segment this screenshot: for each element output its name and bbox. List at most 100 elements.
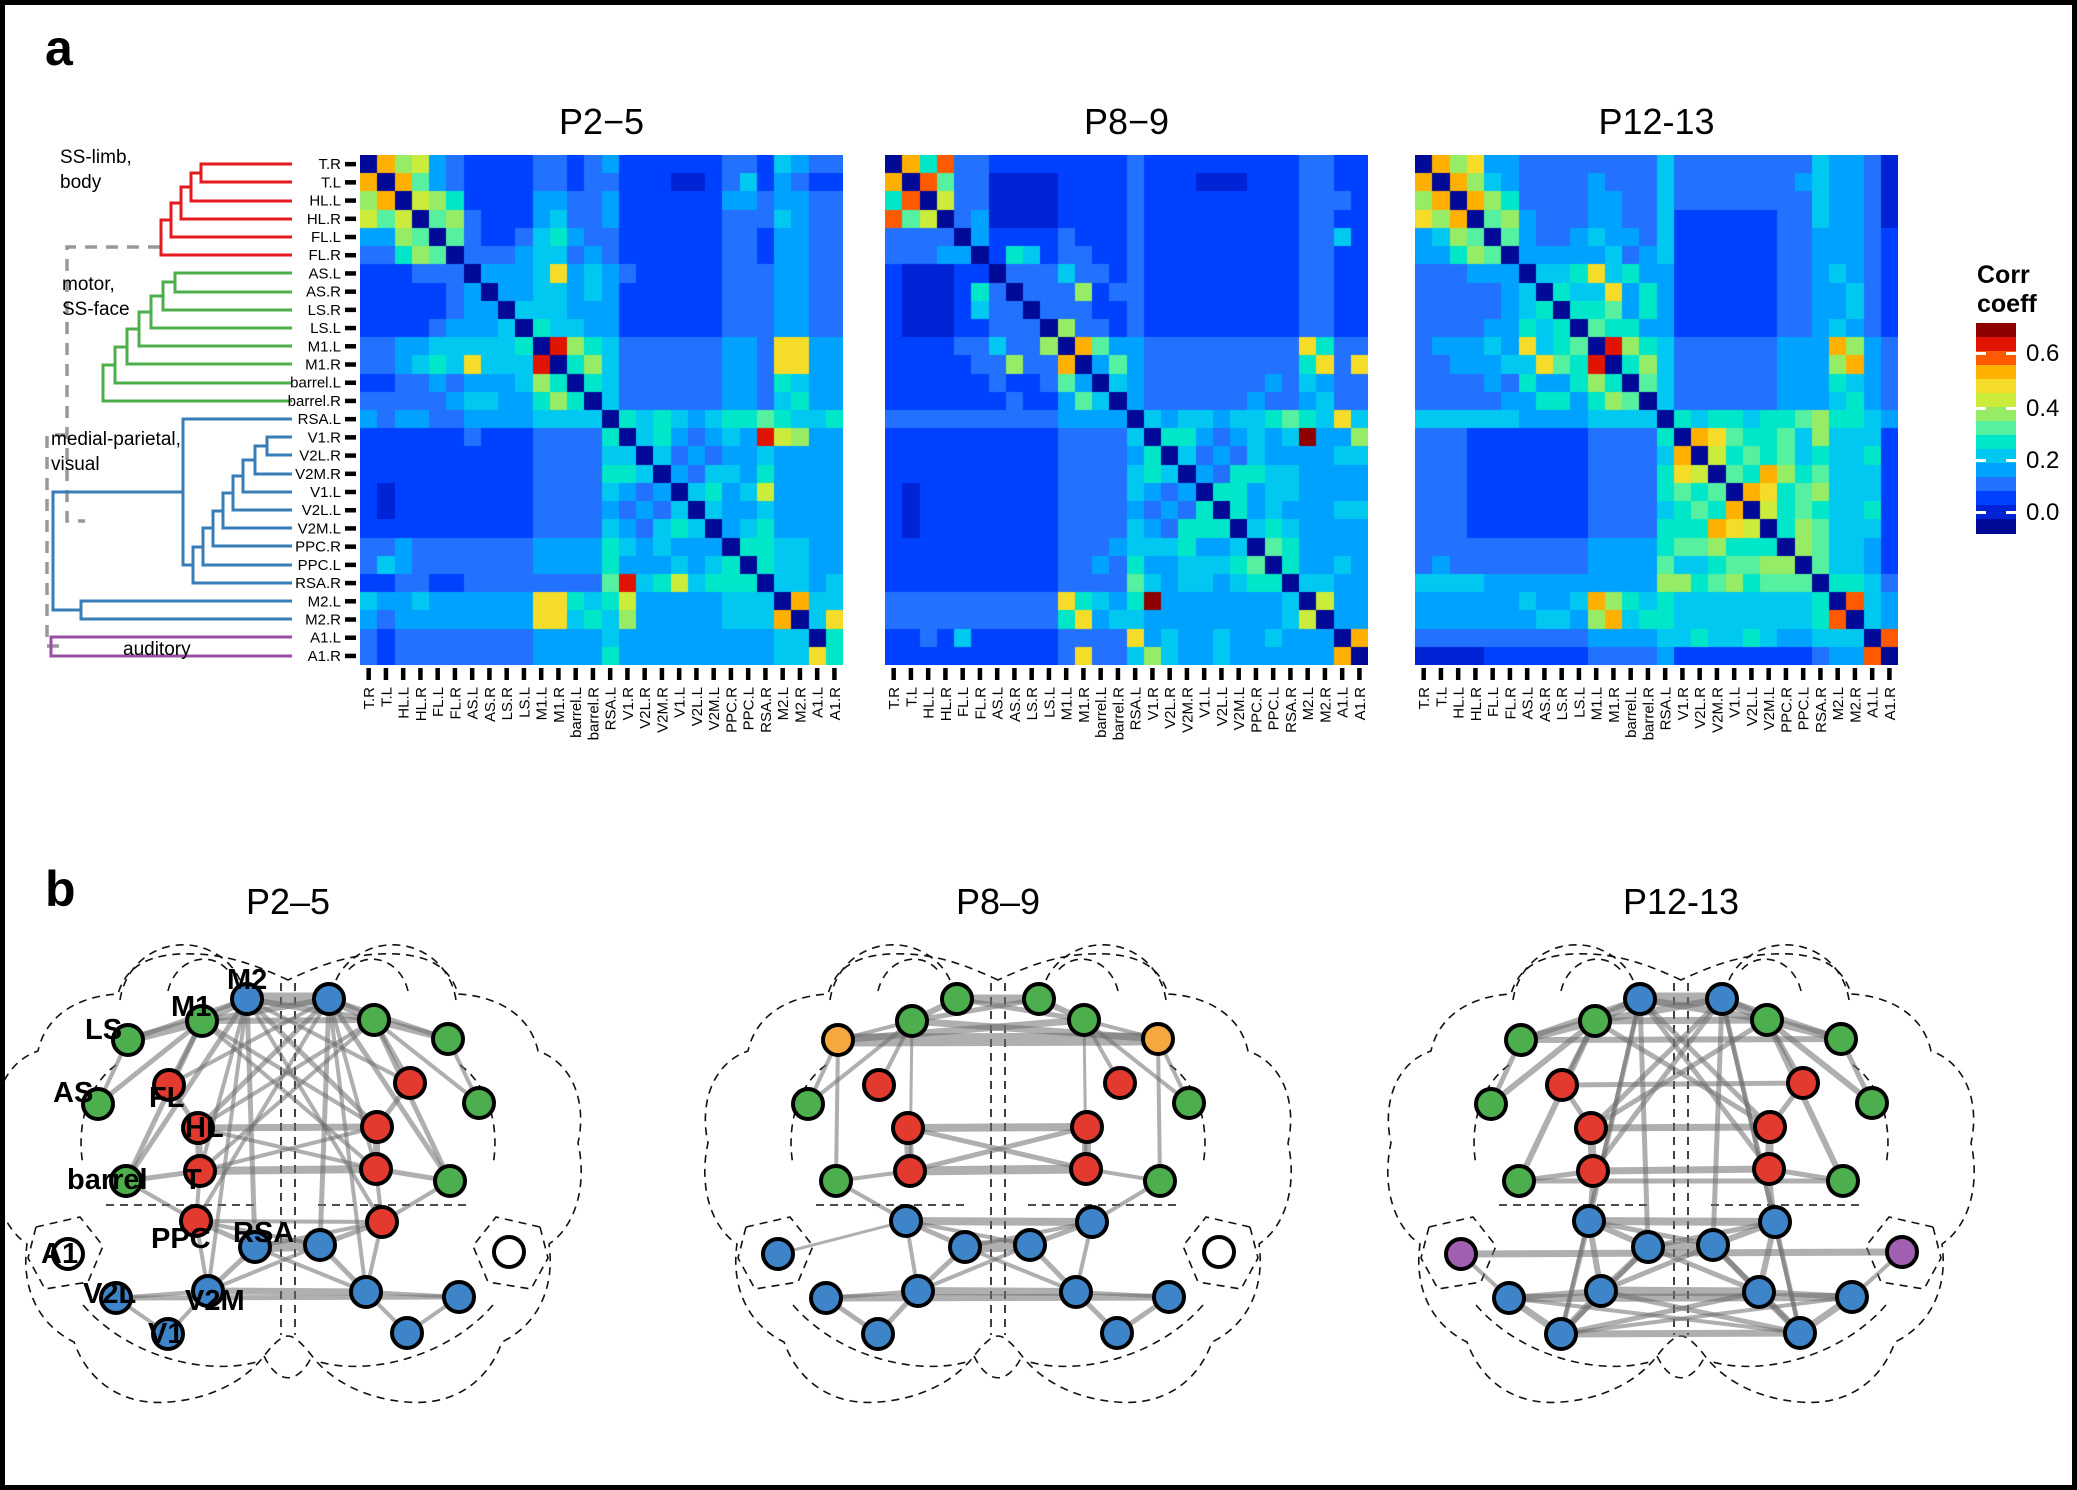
axis-layer: T.RT.LHL.LHL.RFL.LFL.RAS.LAS.RLS.RLS.LM1…: [288, 156, 1899, 740]
network-edge: [825, 1293, 1170, 1302]
col-label: T.R: [886, 687, 903, 710]
col-label: V2M.L: [706, 687, 723, 730]
node-v2l-l: [809, 1281, 843, 1315]
row-tick: [345, 307, 356, 313]
row-tick: [345, 344, 356, 349]
row-label: V2L.L: [302, 502, 341, 519]
col-label: V1.L: [1197, 687, 1214, 718]
col-label: RSA.L: [1658, 687, 1675, 730]
network-edge: [1600, 1286, 1760, 1297]
network-edge: [837, 1016, 1085, 1044]
region-label-fl: FL: [149, 1082, 184, 1114]
row-label: AS.L: [308, 265, 341, 282]
network-edge: [1560, 1289, 1760, 1337]
row-label: M2.L: [308, 593, 341, 610]
network-edge: [834, 1039, 840, 1182]
network-edge: [197, 1123, 378, 1132]
col-tick: [642, 668, 647, 680]
col-label: M1.L: [1059, 687, 1076, 720]
row-label: A1.R: [308, 648, 342, 665]
col-tick: [504, 668, 509, 680]
col-tick: [418, 668, 423, 680]
col-label: V2M.R: [1179, 687, 1196, 733]
col-tick: [1507, 668, 1513, 680]
network-edge: [1590, 1123, 1771, 1132]
node-rsa-r: [1696, 1228, 1730, 1262]
colorbar-band: [1976, 421, 2016, 436]
col-label: V2L.L: [1214, 687, 1231, 726]
colorbar-tick-mark: [2006, 511, 2016, 514]
col-label: A1.R: [827, 687, 844, 721]
col-tick: [1490, 668, 1495, 680]
col-tick: [1421, 668, 1426, 680]
col-label: barrel.R: [1110, 687, 1127, 741]
col-label: FL.R: [447, 687, 464, 720]
col-tick: [1542, 668, 1547, 680]
col-tick: [960, 668, 965, 680]
network-edge: [1594, 1016, 1768, 1025]
col-label: RSA.L: [603, 687, 620, 730]
col-label: A1.L: [1865, 687, 1882, 718]
node-m2-l: [940, 982, 974, 1016]
cluster-label-motor: motor, SS-face: [62, 272, 130, 322]
cluster-label-line: SS-face: [62, 299, 130, 320]
col-label: M1.R: [551, 687, 568, 723]
col-label: V2M.R: [654, 687, 671, 733]
row-tick: [345, 380, 356, 385]
network-edge: [1764, 1018, 1846, 1183]
network-edge: [254, 1245, 367, 1294]
node-a1-r: [492, 1235, 526, 1269]
node-v2m-l: [901, 1274, 935, 1308]
col-tick: [797, 668, 803, 680]
node-t-l: [183, 1154, 217, 1188]
col-tick: [1473, 668, 1478, 680]
node-ppc-l: [1572, 1204, 1606, 1238]
node-v1-l: [861, 1317, 895, 1351]
col-label: PPC.R: [723, 687, 740, 733]
network-edge: [245, 997, 379, 1129]
col-label: LS.R: [499, 687, 516, 721]
col-tick: [891, 668, 896, 680]
col-tick: [1749, 668, 1754, 680]
network-edge: [905, 1217, 1093, 1226]
col-label: V1.R: [1145, 687, 1162, 721]
col-label: FL.L: [955, 687, 972, 717]
node-a1-r: [1885, 1235, 1919, 1269]
col-tick: [1270, 668, 1276, 680]
node-barrel-r: [1143, 1164, 1177, 1198]
row-label: FL.R: [308, 247, 341, 264]
region-label-t: T: [184, 1164, 202, 1196]
row-tick: [345, 562, 356, 568]
network-nodes: [761, 982, 1236, 1351]
col-label: LS.L: [516, 687, 533, 718]
col-label: PPC.L: [1796, 687, 1813, 730]
node-barrel-r: [1826, 1164, 1860, 1198]
col-label: HL.R: [1468, 687, 1485, 721]
row-tick: [345, 453, 356, 458]
dendrogram: [45, 162, 292, 658]
node-fl-l: [152, 1068, 186, 1102]
colorbar-tick-label: 0.2: [2026, 447, 2060, 474]
colorbar-band: [1976, 365, 2016, 380]
col-tick: [1611, 668, 1616, 680]
brain-outline: [5, 944, 582, 1404]
colorbar-tick-mark: [1976, 511, 1986, 514]
col-label: FL.L: [1485, 687, 1502, 717]
colorbar-title-line: Corr: [1977, 261, 2030, 289]
row-label: V1.L: [310, 484, 341, 501]
col-label: M1.R: [1076, 687, 1093, 723]
col-tick: [943, 668, 948, 680]
network-edge: [1592, 1165, 1770, 1175]
col-label: LS.R: [1554, 687, 1571, 721]
node-barrel-l: [1502, 1164, 1536, 1198]
row-label: V1.R: [308, 429, 342, 446]
col-label: PPC.R: [1248, 687, 1265, 733]
network-edge: [1156, 1038, 1162, 1182]
network-edge: [1489, 1018, 1597, 1107]
network-edge: [1600, 1288, 1801, 1336]
col-label: RSA.L: [1128, 687, 1145, 730]
row-tick: [345, 198, 356, 203]
